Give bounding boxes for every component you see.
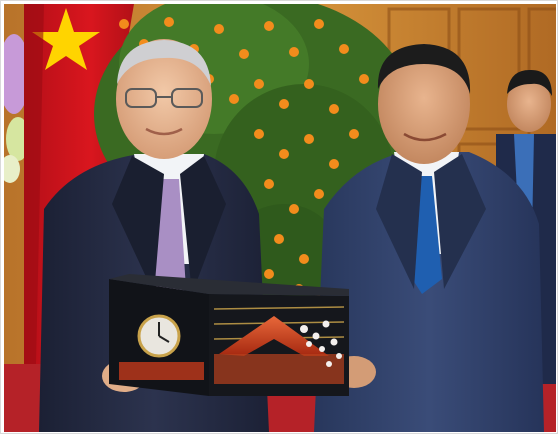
right-man-face [378,44,470,164]
photo-illustration [4,4,556,432]
photograph [4,4,556,432]
mountain-artwork [219,316,329,356]
flag-star-icon [32,8,100,70]
left-man-tie [154,179,186,299]
right-man-hair [377,44,471,94]
lacquer-clock-gift [109,274,349,396]
left-man-hair [117,40,211,86]
right-man-suit [314,152,544,432]
left-man-face [116,39,212,159]
glasses-icon [125,88,203,108]
blossom-branch [300,320,342,367]
right-man [314,44,544,432]
